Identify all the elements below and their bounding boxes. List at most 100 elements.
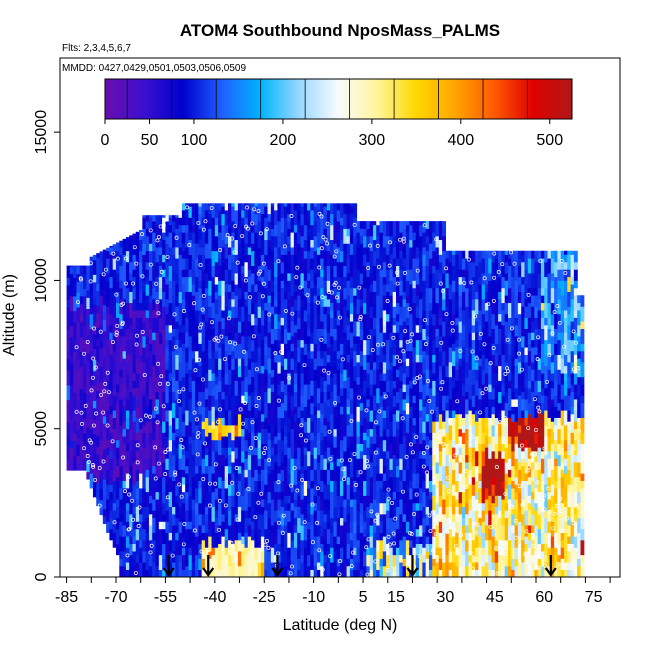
heatmap-cell xyxy=(544,510,549,519)
heatmap-cell xyxy=(260,365,265,374)
heatmap-cell xyxy=(399,554,404,563)
heatmap-cell xyxy=(168,324,173,333)
heatmap-cell xyxy=(432,421,437,433)
heatmap-cell xyxy=(162,491,167,504)
heatmap-cell xyxy=(435,302,440,315)
heatmap-cell xyxy=(428,491,433,500)
heatmap-cell xyxy=(178,269,183,281)
heatmap-cell xyxy=(508,565,512,577)
heatmap-cell xyxy=(445,443,450,456)
heatmap-cell xyxy=(422,221,427,226)
heatmap-cell xyxy=(481,532,486,548)
heatmap-cell xyxy=(287,310,292,318)
heatmap-cell xyxy=(326,406,331,422)
heatmap-cell xyxy=(99,310,104,327)
heatmap-cell xyxy=(534,261,539,274)
heatmap-cell xyxy=(349,436,354,444)
heatmap-cell xyxy=(435,391,440,407)
heatmap-cell xyxy=(465,287,470,300)
heatmap-cell xyxy=(228,298,232,311)
heatmap-cell xyxy=(234,373,239,381)
heatmap-cell xyxy=(402,436,407,452)
heatmap-cell xyxy=(83,381,87,393)
heatmap-cell xyxy=(343,543,348,559)
heatmap-cell xyxy=(445,432,450,444)
heatmap-cell xyxy=(320,365,325,378)
heatmap-cell xyxy=(204,354,209,363)
heatmap-cell xyxy=(422,328,427,341)
heatmap-cell xyxy=(152,232,157,241)
heatmap-cell xyxy=(99,422,104,430)
heatmap-cell xyxy=(129,499,134,515)
heatmap-cell xyxy=(237,203,242,211)
heatmap-cell xyxy=(218,258,223,266)
heatmap-cell xyxy=(277,254,282,263)
heatmap-cell xyxy=(409,447,414,456)
heatmap-cell xyxy=(435,406,440,422)
heatmap-cell xyxy=(468,484,473,500)
heatmap-cell xyxy=(313,250,318,263)
heatmap-cell xyxy=(145,336,150,344)
heatmap-cell xyxy=(517,510,522,522)
heatmap-cell xyxy=(349,261,354,278)
heatmap-cell xyxy=(142,473,147,489)
heatmap-cell xyxy=(379,558,384,567)
measurement-dot xyxy=(536,335,541,340)
heatmap-cell xyxy=(333,384,338,396)
heatmap-cell xyxy=(264,391,269,404)
heatmap-cell xyxy=(478,488,483,504)
heatmap-cell xyxy=(580,328,585,344)
heatmap-cell xyxy=(99,366,104,382)
heatmap-cell xyxy=(448,391,453,400)
heatmap-cell xyxy=(468,510,473,519)
heatmap-cell xyxy=(191,350,196,359)
heatmap-cell xyxy=(396,243,400,259)
heatmap-cell xyxy=(521,506,526,515)
heatmap-cell xyxy=(195,502,199,515)
heatmap-cell xyxy=(168,517,173,533)
heatmap-cell xyxy=(491,406,496,415)
heatmap-cell xyxy=(379,306,384,318)
heatmap-cell xyxy=(316,350,321,367)
heatmap-cell xyxy=(122,395,127,407)
heatmap-cell xyxy=(267,313,272,322)
heatmap-cell xyxy=(372,480,377,493)
heatmap-cell xyxy=(481,328,486,344)
heatmap-cell xyxy=(99,470,104,479)
heatmap-cell xyxy=(277,484,282,493)
heatmap-cell xyxy=(293,421,298,430)
heatmap-cell xyxy=(363,302,367,315)
heatmap-cell xyxy=(481,384,486,393)
heatmap-cell xyxy=(287,250,292,263)
heatmap-cell xyxy=(534,562,539,570)
heatmap-cell xyxy=(211,439,216,452)
heatmap-cell xyxy=(231,562,236,577)
heatmap-cell xyxy=(142,336,147,348)
heatmap-cell xyxy=(139,239,143,252)
heatmap-cell xyxy=(527,258,532,274)
heatmap-cell xyxy=(452,447,456,459)
heatmap-cell xyxy=(349,458,354,467)
heatmap-cell xyxy=(79,429,84,441)
heatmap-cell xyxy=(158,439,163,448)
heatmap-cell xyxy=(511,525,516,533)
heatmap-cell xyxy=(442,513,447,526)
heatmap-cell xyxy=(168,287,173,304)
heatmap-cell xyxy=(191,439,196,456)
heatmap-cell xyxy=(69,362,74,375)
heatmap-cell xyxy=(129,413,134,430)
heatmap-cell xyxy=(438,465,443,482)
heatmap-cell xyxy=(270,235,275,252)
heatmap-cell xyxy=(208,317,213,330)
heatmap-cell xyxy=(564,310,568,318)
heatmap-cell xyxy=(419,391,423,400)
heatmap-cell xyxy=(428,317,433,326)
heatmap-cell xyxy=(465,306,470,322)
heatmap-cell xyxy=(165,495,170,511)
heatmap-cell xyxy=(287,365,292,374)
heatmap-cell xyxy=(521,488,526,500)
heatmap-cell xyxy=(504,354,509,363)
heatmap-cell xyxy=(326,361,331,374)
heatmap-cell xyxy=(188,350,193,363)
heatmap-cell xyxy=(524,336,529,348)
